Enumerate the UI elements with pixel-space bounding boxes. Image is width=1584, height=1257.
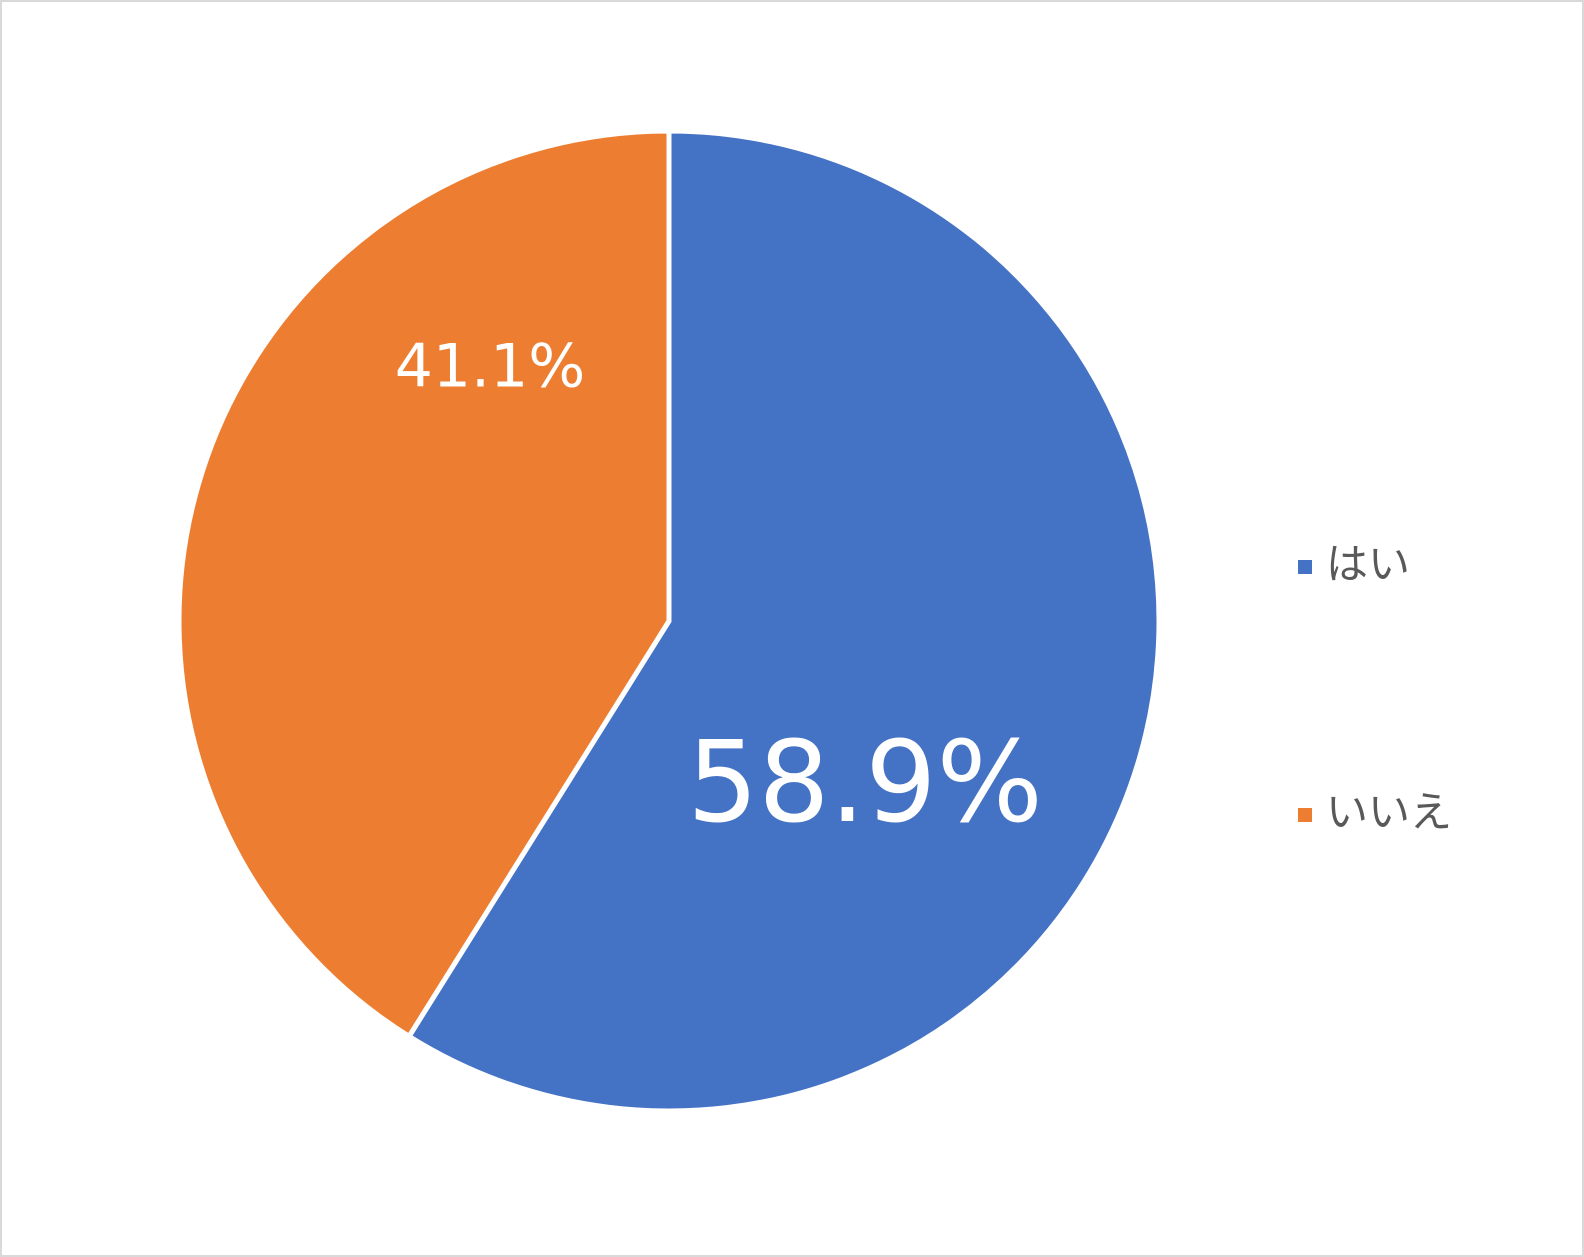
pie-slice (406, 128, 1162, 1114)
pie-slice (176, 128, 672, 1039)
legend-label: はい (1326, 540, 1410, 589)
data-label: 41.1% (395, 332, 586, 402)
legend-marker (1298, 808, 1312, 822)
legend-label: いいえ (1326, 788, 1452, 837)
data-label: 58.9% (687, 718, 1043, 848)
legend-marker (1298, 560, 1312, 574)
